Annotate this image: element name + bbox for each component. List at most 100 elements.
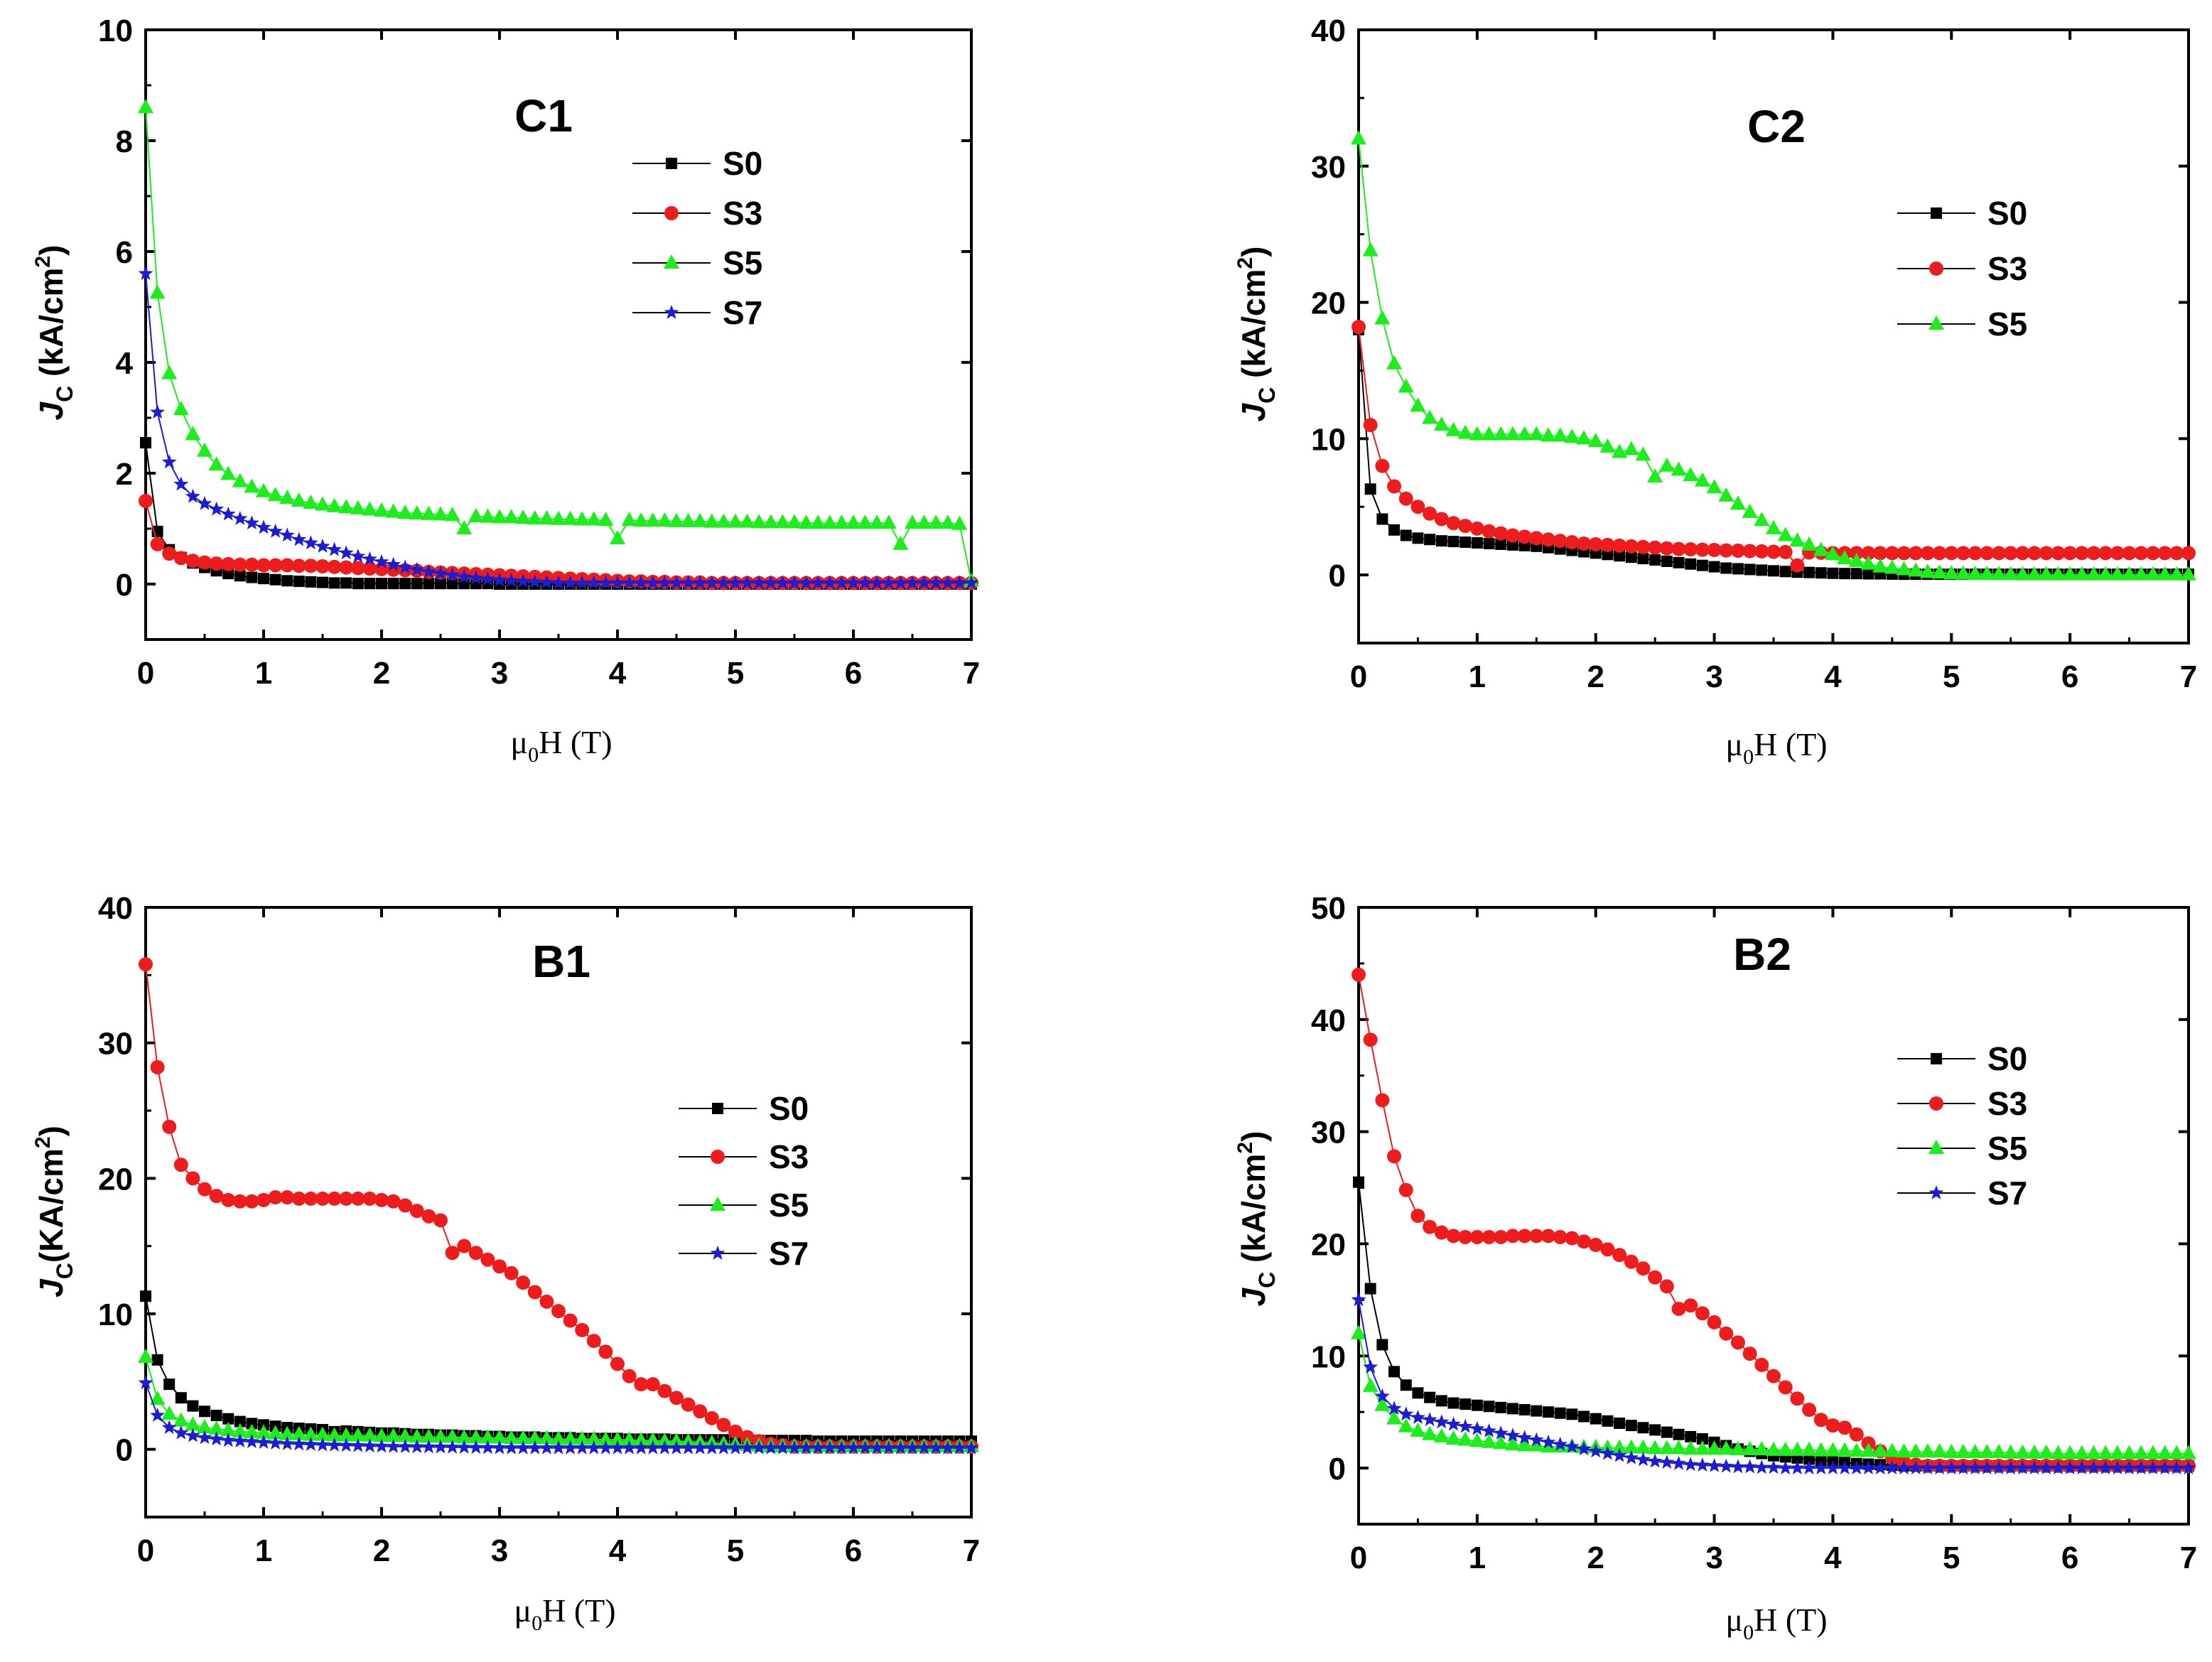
data-point-s5 bbox=[1754, 512, 1770, 527]
data-point-s7 bbox=[787, 575, 802, 590]
data-point-s5 bbox=[2027, 566, 2043, 581]
data-point-s7 bbox=[397, 1439, 413, 1453]
data-point-s3 bbox=[1482, 1229, 1496, 1244]
data-point-s5 bbox=[644, 512, 661, 527]
data-point-s5 bbox=[456, 1429, 473, 1444]
y-tick-label: 0 bbox=[116, 568, 133, 603]
data-point-s5 bbox=[1671, 461, 1687, 476]
data-point-s7 bbox=[610, 1440, 625, 1455]
data-point-s3 bbox=[1505, 1229, 1520, 1243]
data-point-s0 bbox=[1815, 567, 1827, 579]
data-point-s5 bbox=[208, 456, 225, 471]
data-point-s5 bbox=[1540, 427, 1556, 442]
data-point-s3 bbox=[1778, 1380, 1793, 1395]
data-point-s5 bbox=[916, 514, 932, 529]
data-point-s5 bbox=[1766, 519, 1781, 534]
data-point-s5 bbox=[1528, 426, 1545, 441]
panel-title: C2 bbox=[1747, 101, 1806, 152]
data-point-s0 bbox=[1732, 563, 1744, 575]
data-point-s3 bbox=[527, 1285, 542, 1300]
data-point-s0 bbox=[1779, 566, 1791, 578]
data-point-s3 bbox=[575, 1322, 590, 1337]
data-point-s3 bbox=[1494, 1229, 1509, 1244]
data-point-s0 bbox=[175, 1392, 187, 1404]
data-point-s5 bbox=[1362, 1377, 1379, 1392]
data-point-s7 bbox=[787, 1440, 802, 1455]
data-point-s7 bbox=[374, 554, 389, 568]
data-point-s7 bbox=[315, 539, 330, 553]
data-point-s5 bbox=[315, 496, 330, 511]
data-point-s3 bbox=[209, 1189, 224, 1204]
data-point-s3 bbox=[1648, 1270, 1663, 1285]
y-tick-label: 40 bbox=[98, 891, 133, 926]
data-point-s5 bbox=[1481, 426, 1497, 441]
legend: S0 S3 S5 S7 bbox=[632, 145, 762, 331]
data-point-s3 bbox=[1944, 546, 1959, 561]
data-point-s0 bbox=[1839, 568, 1851, 580]
data-point-s7 bbox=[728, 1440, 743, 1455]
data-point-s7 bbox=[775, 1440, 790, 1455]
data-point-s5 bbox=[149, 1391, 166, 1405]
data-point-s5 bbox=[527, 1430, 543, 1445]
data-point-s7 bbox=[2133, 1460, 2149, 1474]
x-tick-label: 0 bbox=[137, 656, 154, 691]
data-point-s7 bbox=[161, 1420, 177, 1435]
data-point-s5 bbox=[1457, 424, 1474, 439]
data-point-s5 bbox=[703, 513, 720, 528]
data-point-s5 bbox=[1658, 457, 1675, 472]
y-axis-label: JC (kA/cm2) bbox=[1234, 1131, 1280, 1307]
data-point-s5 bbox=[1410, 1423, 1426, 1437]
data-point-s5 bbox=[1469, 1432, 1485, 1447]
data-point-s7 bbox=[917, 1440, 932, 1455]
series-s3 bbox=[1352, 320, 2196, 573]
legend: S0 S3 S5 S7 bbox=[1897, 1040, 2027, 1212]
data-point-s5 bbox=[1422, 409, 1438, 424]
y-tick-label: 10 bbox=[1311, 422, 1346, 457]
data-point-s7 bbox=[1979, 1460, 1995, 1474]
data-point-s5 bbox=[2050, 566, 2066, 581]
data-point-s3 bbox=[1624, 539, 1639, 554]
data-point-s5 bbox=[810, 514, 826, 529]
data-point-s5 bbox=[833, 514, 850, 529]
data-point-s7 bbox=[268, 1435, 284, 1450]
data-point-s5 bbox=[751, 514, 767, 529]
data-point-s3 bbox=[1636, 539, 1651, 554]
data-point-s3 bbox=[185, 554, 200, 568]
data-point-s7 bbox=[1671, 1455, 1686, 1470]
y-tick-label: 10 bbox=[98, 14, 133, 48]
data-point-s5 bbox=[256, 482, 271, 497]
data-point-s5 bbox=[1777, 1441, 1793, 1456]
data-point-s7 bbox=[480, 571, 495, 586]
y-tick-label: 6 bbox=[116, 235, 133, 270]
data-point-s5 bbox=[728, 513, 743, 528]
data-point-s7 bbox=[681, 575, 696, 590]
data-point-s5 bbox=[2086, 566, 2102, 581]
data-point-s3 bbox=[1577, 1234, 1592, 1249]
data-point-s7 bbox=[161, 454, 177, 469]
data-point-s0 bbox=[222, 568, 234, 580]
data-point-s5 bbox=[1410, 397, 1426, 412]
x-tick-label: 7 bbox=[2180, 659, 2197, 694]
data-point-s5 bbox=[1564, 428, 1580, 443]
data-point-s5 bbox=[2027, 1444, 2043, 1459]
data-point-s7 bbox=[775, 575, 790, 590]
data-point-s0 bbox=[1661, 1426, 1673, 1438]
data-point-s7 bbox=[232, 511, 248, 525]
data-point-s5 bbox=[2169, 566, 2185, 581]
data-point-s5 bbox=[433, 506, 448, 521]
data-point-s7 bbox=[2098, 1460, 2113, 1474]
data-point-s3 bbox=[1588, 1238, 1603, 1253]
data-point-s7 bbox=[1636, 1452, 1651, 1467]
data-point-s5 bbox=[1351, 130, 1366, 145]
data-point-s5 bbox=[2181, 566, 2196, 581]
data-point-s0 bbox=[328, 577, 340, 589]
data-point-s5 bbox=[409, 1428, 425, 1443]
data-point-s0 bbox=[352, 578, 364, 590]
data-point-s3 bbox=[1529, 1229, 1544, 1243]
data-point-s5 bbox=[385, 1428, 401, 1442]
data-point-s5 bbox=[1789, 1441, 1806, 1456]
data-point-s7 bbox=[586, 1440, 602, 1455]
data-point-s5 bbox=[2098, 1445, 2114, 1459]
data-point-s5 bbox=[173, 401, 189, 416]
data-point-s7 bbox=[2122, 1460, 2137, 1474]
